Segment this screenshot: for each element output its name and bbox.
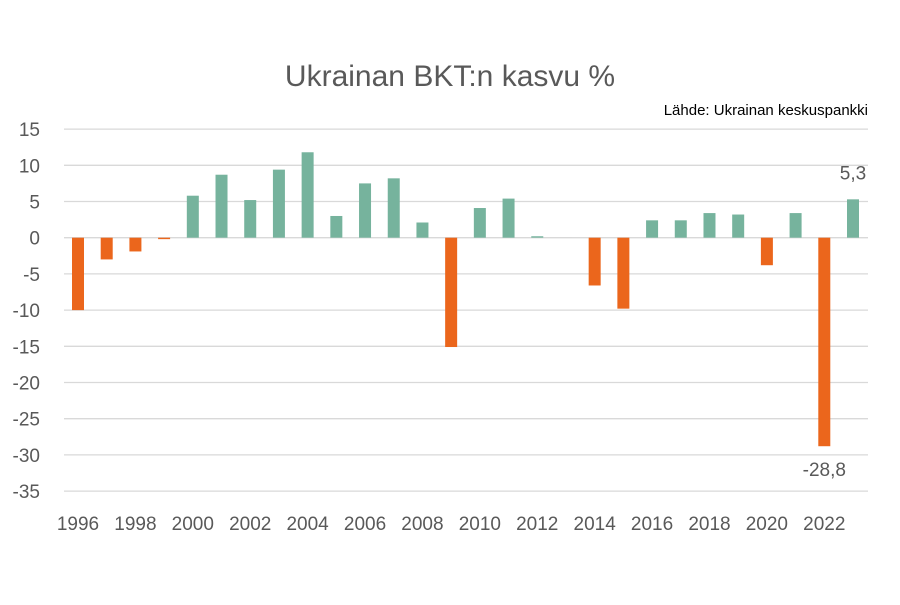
y-tick-label: 5 — [29, 193, 40, 214]
bar-2017 — [675, 220, 687, 237]
x-tick-label: 2008 — [401, 514, 443, 535]
x-tick-label: 2012 — [516, 514, 558, 535]
bar-2003 — [273, 170, 285, 238]
bar-2004 — [302, 152, 314, 237]
bar-2019 — [732, 215, 744, 238]
x-tick-label: 2000 — [172, 514, 214, 535]
y-tick-label: -25 — [13, 410, 40, 431]
bar-1998 — [129, 238, 141, 252]
x-tick-label: 2020 — [746, 514, 788, 535]
bar-2018 — [703, 213, 715, 238]
bar-1997 — [101, 238, 113, 260]
bar-2015 — [617, 238, 629, 309]
bar-2014 — [589, 238, 601, 286]
bar-2021 — [790, 213, 802, 238]
x-tick-label: 2014 — [574, 514, 617, 535]
y-tick-label: -15 — [13, 337, 40, 358]
x-tick-label: 2016 — [631, 514, 673, 535]
x-tick-label: 2006 — [344, 514, 386, 535]
y-tick-label: 0 — [29, 229, 40, 250]
bar-2011 — [503, 199, 515, 238]
bar-1996 — [72, 238, 84, 310]
y-tick-label: -5 — [23, 265, 40, 286]
bar-2012 — [531, 236, 543, 237]
bar-2002 — [244, 200, 256, 238]
bar-2007 — [388, 178, 400, 237]
x-tick-label: 2018 — [688, 514, 730, 535]
bar-2016 — [646, 220, 658, 237]
bar-2010 — [474, 208, 486, 238]
bar-2000 — [187, 196, 199, 238]
source-note: Lähde: Ukrainan keskuspankki — [664, 102, 868, 119]
bar-2006 — [359, 183, 371, 237]
x-tick-label: 2010 — [459, 514, 501, 535]
y-tick-label: -10 — [13, 301, 40, 322]
y-tick-label: -35 — [13, 482, 40, 503]
data-label-2023: 5,3 — [840, 163, 866, 184]
bar-2001 — [216, 175, 228, 238]
y-tick-label: 15 — [19, 120, 40, 141]
y-tick-label: 10 — [19, 156, 40, 177]
bar-2022 — [818, 238, 830, 447]
bar-2020 — [761, 238, 773, 266]
x-tick-label: 2022 — [803, 514, 845, 535]
bar-2005 — [330, 216, 342, 238]
x-tick-label: 1996 — [57, 514, 99, 535]
y-tick-label: -20 — [13, 374, 40, 395]
bar-1999 — [158, 238, 170, 239]
bar-2023 — [847, 199, 859, 237]
x-tick-label: 1998 — [114, 514, 156, 535]
x-tick-label: 2002 — [229, 514, 271, 535]
chart-title: Ukrainan BKT:n kasvu % — [285, 60, 615, 93]
y-tick-label: -30 — [13, 446, 40, 467]
bar-2009 — [445, 238, 457, 347]
x-tick-label: 2004 — [286, 514, 329, 535]
bar-2008 — [416, 222, 428, 237]
data-label-2022: -28,8 — [803, 460, 846, 481]
